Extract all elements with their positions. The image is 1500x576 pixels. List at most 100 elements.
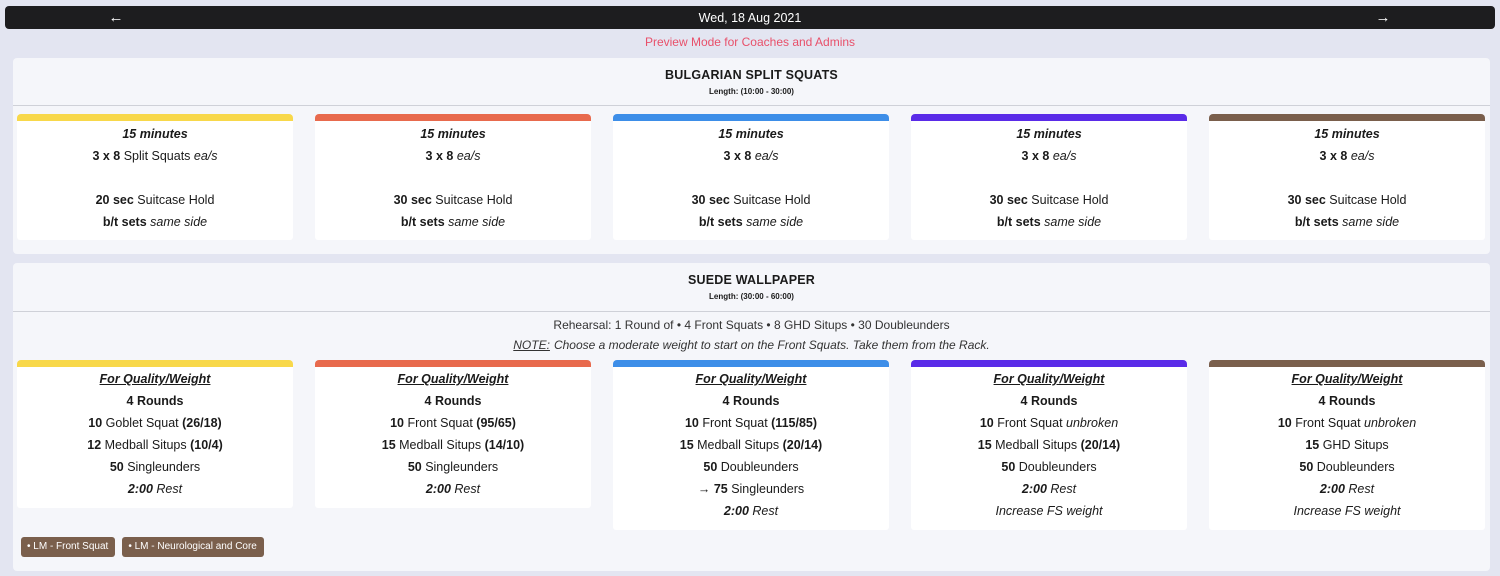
movement: Medball Situps — [395, 438, 485, 452]
card-duration: 15 minutes — [420, 127, 486, 141]
rest-time: 2:00 — [127, 482, 153, 496]
reps: 15 — [977, 438, 992, 452]
movement-note: unbroken — [1364, 416, 1417, 430]
movement: Doubleunders — [1015, 460, 1097, 474]
movement: Front Squat — [993, 416, 1067, 430]
level-card-purple: For Quality/Weight 4 Rounds 10 Front Squ… — [911, 360, 1187, 530]
hold-name: Suitcase Hold — [431, 193, 513, 207]
card-rounds: 4 Rounds — [1020, 394, 1078, 408]
reps: 75 — [713, 482, 728, 496]
set-suffix: ea/s — [1350, 149, 1375, 163]
set-scheme: 3 x 8 — [1021, 149, 1050, 163]
card-heading: For Quality/Weight — [695, 372, 807, 386]
reps: 10 — [88, 416, 103, 430]
level-card-yellow: For Quality/Weight 4 Rounds 10 Goblet Sq… — [17, 360, 293, 508]
card-rest: 2:00 Rest — [1209, 482, 1485, 504]
card-extra-note: Increase FS weight — [1293, 504, 1401, 518]
section-length: Length: (10:00 - 30:00) — [709, 87, 794, 96]
reps: 10 — [979, 416, 994, 430]
card-movement-3: 50 Doubleunders — [911, 460, 1187, 482]
hold-time: 30 sec — [393, 193, 432, 207]
load: (14/10) — [484, 438, 525, 452]
note-text: Choose a moderate weight to start on the… — [553, 338, 990, 352]
card-set-line: 3 x 8 ea/s — [613, 149, 889, 171]
level-card-orange: 15 minutes 3 x 8 ea/s 30 sec Suitcase Ho… — [315, 114, 591, 240]
reps: 50 — [703, 460, 718, 474]
section-title: SUEDE WALLPAPER — [687, 273, 816, 287]
reps: 10 — [1277, 416, 1292, 430]
movement: GHD Situps — [1319, 438, 1389, 452]
load: (115/85) — [771, 416, 818, 430]
between-note: same side — [1040, 215, 1102, 229]
card-movement-3: 50 Doubleunders — [613, 460, 889, 482]
set-scheme: 3 x 8 — [1319, 149, 1348, 163]
card-rest: 2:00 Rest — [17, 482, 293, 504]
hold-name: Suitcase Hold — [1027, 193, 1109, 207]
card-duration: 15 minutes — [1314, 127, 1380, 141]
hold-time: 30 sec — [1287, 193, 1326, 207]
load: (26/18) — [182, 416, 222, 430]
card-set-line: 3 x 8 Split Squats ea/s — [17, 149, 293, 171]
load: (20/14) — [1080, 438, 1121, 452]
movement: Goblet Squat — [102, 416, 183, 430]
rest-time: 2:00 — [425, 482, 451, 496]
card-rounds: 4 Rounds — [126, 394, 184, 408]
coach-note: NOTE: Choose a moderate weight to start o… — [13, 338, 1490, 354]
set-suffix: ea/s — [1052, 149, 1077, 163]
set-scheme: 3 x 8 — [425, 149, 454, 163]
level-card-blue: For Quality/Weight 4 Rounds 10 Front Squ… — [613, 360, 889, 530]
rehearsal-note: Rehearsal: 1 Round of • 4 Front Squats •… — [553, 318, 950, 332]
hold-time: 30 sec — [989, 193, 1028, 207]
tag-neurological-and-core[interactable]: • LM - Neurological and Core — [122, 537, 264, 557]
tag-front-squat[interactable]: • LM - Front Squat — [21, 537, 116, 557]
card-rest: 2:00 Rest — [911, 482, 1187, 504]
reps: 15 — [381, 438, 396, 452]
workout-section-bulgarian-split-squats: BULGARIAN SPLIT SQUATS Length: (10:00 - … — [13, 58, 1490, 254]
card-duration: 15 minutes — [122, 127, 188, 141]
card-movement-1: 10 Front Squat (115/85) — [613, 416, 889, 438]
level-card-yellow: 15 minutes 3 x 8 Split Squats ea/s 20 se… — [17, 114, 293, 240]
next-day-arrow-icon[interactable]: → — [1375, 9, 1391, 26]
card-duration: 15 minutes — [718, 127, 784, 141]
card-spacer — [613, 171, 889, 193]
reps: 15 — [1305, 438, 1320, 452]
card-movement-2: 15 GHD Situps — [1209, 438, 1485, 460]
movement: Singleunders — [123, 460, 201, 474]
reps: 50 — [109, 460, 124, 474]
level-card-brown: 15 minutes 3 x 8 ea/s 30 sec Suitcase Ho… — [1209, 114, 1485, 240]
card-between-line: b/t sets same side — [911, 215, 1187, 237]
card-spacer — [1209, 171, 1485, 193]
card-rounds: 4 Rounds — [424, 394, 482, 408]
date-navigation-bar: ← Wed, 18 Aug 2021 → — [5, 6, 1495, 29]
set-suffix: ea/s — [754, 149, 779, 163]
section-header: SUEDE WALLPAPER Length: (30:00 - 60:00) — [13, 263, 1490, 312]
card-movement-1: 10 Goblet Squat (26/18) — [17, 416, 293, 438]
card-heading: For Quality/Weight — [99, 372, 211, 386]
between-note: same side — [146, 215, 208, 229]
load: (95/65) — [476, 416, 516, 430]
rest-label: Rest — [1344, 482, 1375, 496]
card-set-line: 3 x 8 ea/s — [1209, 149, 1485, 171]
previous-day-arrow-icon[interactable]: ← — [108, 9, 124, 26]
level-card-blue: 15 minutes 3 x 8 ea/s 30 sec Suitcase Ho… — [613, 114, 889, 240]
card-movement-1: 10 Front Squat unbroken — [1209, 416, 1485, 438]
card-movement-2: 15 Medball Situps (14/10) — [315, 438, 591, 460]
card-movement-3: 50 Singleunders — [17, 460, 293, 482]
level-card-purple: 15 minutes 3 x 8 ea/s 30 sec Suitcase Ho… — [911, 114, 1187, 240]
level-card-orange: For Quality/Weight 4 Rounds 10 Front Squ… — [315, 360, 591, 508]
card-rounds: 4 Rounds — [722, 394, 780, 408]
set-scheme: 3 x 8 — [723, 149, 752, 163]
card-hold-line: 30 sec Suitcase Hold — [613, 193, 889, 215]
between-note: same side — [742, 215, 804, 229]
movement-tags: • LM - Front Squat • LM - Neurological a… — [21, 537, 271, 557]
hold-time: 30 sec — [691, 193, 730, 207]
card-hold-line: 30 sec Suitcase Hold — [911, 193, 1187, 215]
card-rest: 2:00 Rest — [613, 504, 889, 526]
movement: Singleunders — [421, 460, 499, 474]
card-movement-1: 10 Front Squat unbroken — [911, 416, 1187, 438]
card-between-line: b/t sets same side — [613, 215, 889, 237]
reps: 50 — [407, 460, 422, 474]
section-length: Length: (30:00 - 60:00) — [709, 292, 794, 301]
movement: Medball Situps — [693, 438, 783, 452]
card-movement-2: 15 Medball Situps (20/14) — [911, 438, 1187, 460]
